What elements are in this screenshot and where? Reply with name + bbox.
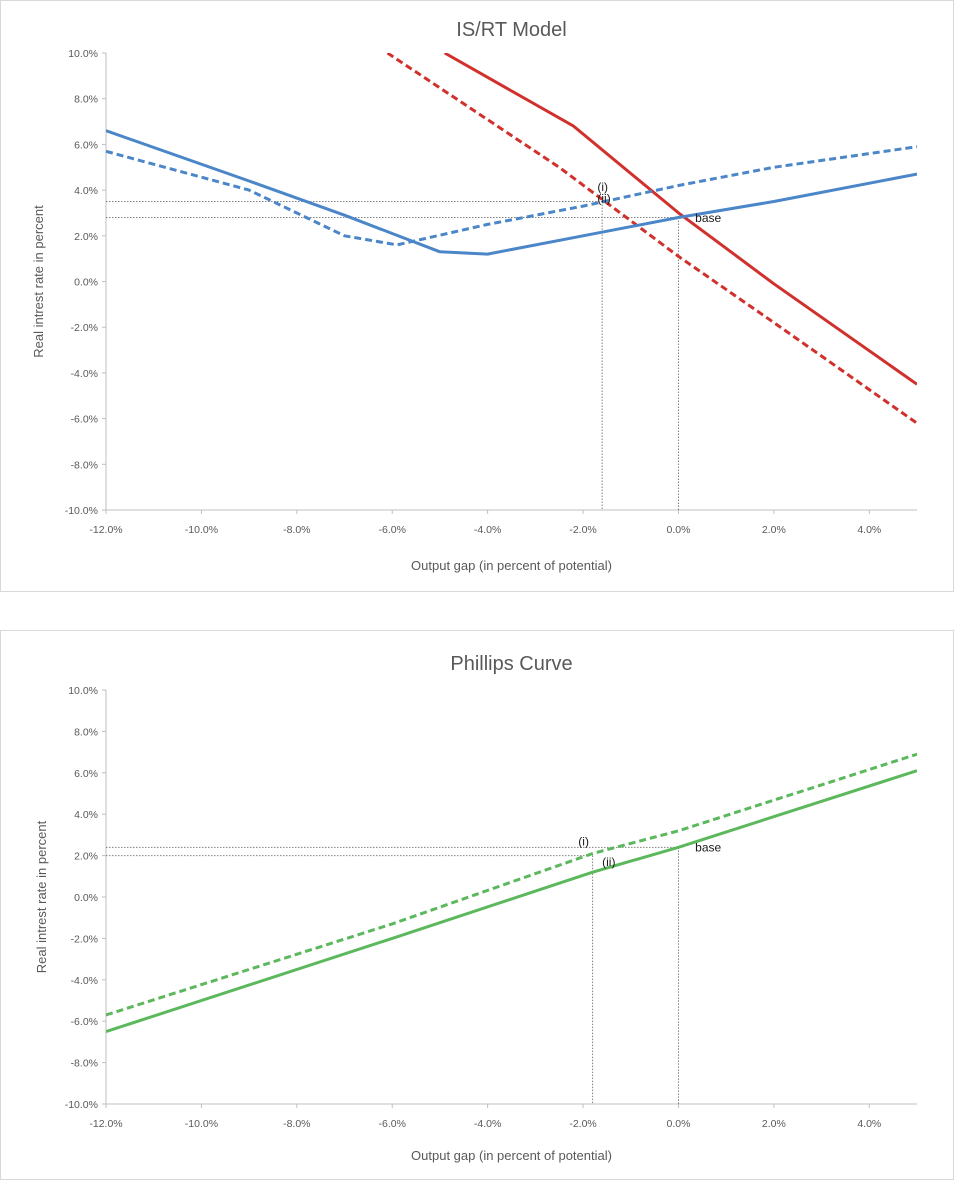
y-tick-label: -10.0%	[65, 505, 98, 517]
x-tick-label: -6.0%	[379, 524, 406, 536]
x-tick-label: -10.0%	[185, 1118, 218, 1130]
series-line	[443, 53, 917, 386]
x-tick-label: -4.0%	[474, 1118, 501, 1130]
series-group	[106, 752, 917, 1034]
y-tick-label: -6.0%	[71, 1016, 98, 1028]
x-tick-label: -12.0%	[89, 1118, 122, 1130]
x-tick-label: -4.0%	[474, 524, 501, 536]
y-axis-label: Real intrest rate in percent	[31, 205, 46, 358]
y-tick-label: 10.0%	[68, 685, 98, 697]
phillips-curve-chart-panel: Phillips Curve 10.0% 8.0% 6.0% 4.0% 2.0% 0.0% -…	[0, 630, 954, 1180]
x-tick-label: 0.0%	[667, 1118, 691, 1130]
is-rt-chart: IS/RT Model 10.0% 8.0% 6.0% 4.0% 2.0% 0.0% -2.0…	[31, 19, 917, 573]
x-tick-label: -2.0%	[569, 1118, 596, 1130]
y-tick-label: 4.0%	[74, 185, 98, 197]
x-tick-label: 0.0%	[667, 524, 691, 536]
y-tick-label: 4.0%	[74, 809, 98, 821]
x-tick-label: 2.0%	[762, 524, 786, 536]
x-tick-label: -10.0%	[185, 524, 218, 536]
annotation-label: (i)	[597, 180, 608, 194]
y-tick-label: -2.0%	[71, 322, 98, 334]
y-tick-label: 6.0%	[74, 768, 98, 780]
annotation-label: (i)	[578, 834, 589, 848]
y-tick-label: 8.0%	[74, 726, 98, 738]
y-tick-label: -4.0%	[71, 368, 98, 380]
series-line	[106, 769, 917, 1034]
x-tick-label: -8.0%	[283, 524, 310, 536]
y-tick-label: -6.0%	[71, 414, 98, 426]
x-tick-label: 4.0%	[857, 1118, 881, 1130]
x-tick-label: -12.0%	[89, 524, 122, 536]
y-tick-label: -8.0%	[71, 1058, 98, 1070]
is-rt-chart-panel: IS/RT Model 10.0% 8.0% 6.0% 4.0% 2.0% 0.0% -2.0…	[0, 0, 954, 592]
y-tick-label: -10.0%	[65, 1099, 98, 1111]
series-line	[106, 129, 917, 256]
y-tick-label: 8.0%	[74, 94, 98, 106]
x-tick-label: 2.0%	[762, 1118, 786, 1130]
x-tick-label: -2.0%	[569, 524, 596, 536]
x-axis-label: Output gap (in percent of potential)	[411, 1148, 612, 1163]
y-tick-label: -2.0%	[71, 933, 98, 945]
series-line	[106, 752, 917, 1017]
series-line	[386, 53, 917, 425]
y-tick-label: 0.0%	[74, 892, 98, 904]
y-tick-label: 6.0%	[74, 139, 98, 151]
y-tick-label: -4.0%	[71, 975, 98, 987]
y-tick-label: -8.0%	[71, 459, 98, 471]
y-axis-label: Real intrest rate in percent	[34, 820, 49, 973]
y-tick-label: 10.0%	[68, 48, 98, 60]
chart-title: IS/RT Model	[456, 19, 566, 41]
x-tick-label: 4.0%	[857, 524, 881, 536]
series-group	[106, 53, 917, 425]
annotation-label: base	[695, 211, 721, 225]
x-tick-label: -6.0%	[379, 1118, 406, 1130]
x-tick-label: -8.0%	[283, 1118, 310, 1130]
y-tick-label: 0.0%	[74, 277, 98, 289]
y-tick-label: 2.0%	[74, 231, 98, 243]
chart-title: Phillips Curve	[450, 653, 572, 675]
phillips-curve-chart: Phillips Curve 10.0% 8.0% 6.0% 4.0% 2.0% 0.0% -…	[34, 653, 917, 1163]
annotation-label: (ii)	[597, 192, 610, 206]
annotation-label: base	[695, 840, 721, 854]
x-axis-label: Output gap (in percent of potential)	[411, 558, 612, 573]
y-tick-label: 2.0%	[74, 851, 98, 863]
annotation-label: (ii)	[602, 855, 615, 869]
series-line	[106, 145, 917, 247]
